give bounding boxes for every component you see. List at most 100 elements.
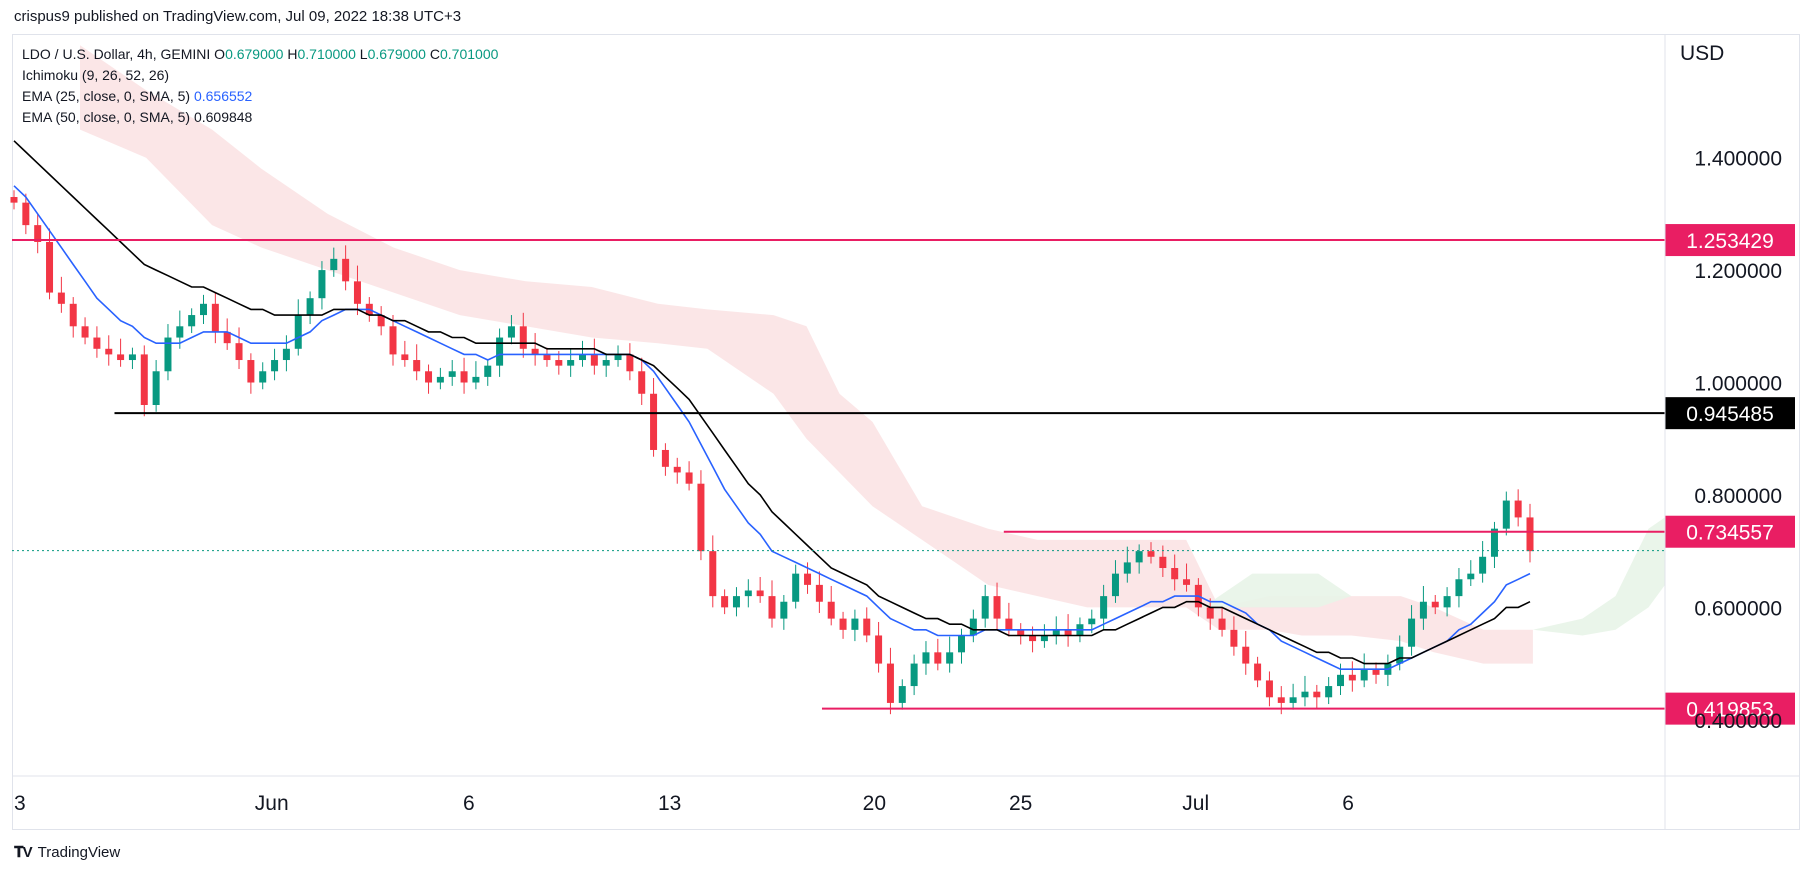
candle-body: [555, 360, 563, 366]
candle-body: [981, 596, 989, 619]
candle-body: [1455, 579, 1463, 597]
tradingview-brand[interactable]: 𝐓V TradingView: [14, 844, 120, 861]
ema50-label: EMA (50, close, 0, SMA, 5): [22, 109, 191, 125]
candlesticks: [10, 190, 1534, 715]
axes: 1.400000 1.200000 1.000000 0.800000 0.600000…: [12, 34, 1800, 830]
candle-body: [1206, 607, 1214, 619]
candle-body: [1526, 517, 1534, 552]
candle-body: [164, 337, 172, 372]
published-caption: crispus9 published on TradingView.com, J…: [14, 8, 462, 25]
candle-body: [10, 197, 18, 203]
candle-body: [1064, 629, 1072, 636]
candle-body: [1360, 669, 1368, 681]
ichimoku-cloud-bearish: [80, 45, 1533, 664]
legend-ema25[interactable]: EMA (25, close, 0, SMA, 5) 0.656552: [22, 86, 498, 107]
candle-body: [1242, 646, 1250, 664]
candle-body: [1123, 562, 1131, 574]
candle-body: [1479, 556, 1487, 574]
candle-body: [235, 343, 243, 361]
candle-body: [567, 360, 575, 366]
candle-body: [223, 331, 231, 344]
candle-body: [81, 326, 89, 338]
candle-body: [1135, 551, 1143, 563]
candle-body: [22, 202, 30, 226]
candle-body: [886, 663, 894, 703]
candle-body: [1419, 601, 1427, 619]
candle-body: [1408, 618, 1416, 647]
candle-body: [993, 596, 1001, 619]
legend-open-label: O: [214, 46, 226, 62]
candle-body: [815, 584, 823, 602]
candle-body: [294, 315, 302, 349]
candle-body: [1467, 573, 1475, 580]
chart-frame[interactable]: [12, 34, 1800, 830]
legend-ichimoku[interactable]: Ichimoku (9, 26, 52, 26): [22, 65, 498, 86]
legend-close: 0.701000: [440, 46, 499, 62]
candle-body: [1254, 663, 1262, 681]
candle-body: [946, 652, 954, 664]
candle-body: [282, 348, 290, 361]
candle-body: [1514, 500, 1522, 518]
candle-body: [519, 326, 527, 349]
candle-body: [934, 652, 942, 664]
ichimoku-cloud-bullish: [1202, 517, 1665, 636]
ema-lines: [13, 140, 1531, 670]
candle-body: [638, 371, 646, 394]
legend-ema50[interactable]: EMA (50, close, 0, SMA, 5) 0.609848: [22, 107, 498, 128]
candle-body: [200, 303, 207, 316]
candle-body: [1005, 618, 1013, 630]
candle-body: [1265, 680, 1273, 698]
candle-body: [188, 315, 196, 327]
candle-body: [910, 663, 918, 687]
candle-body: [697, 483, 705, 552]
candle-body: [247, 360, 255, 383]
candle-body: [484, 365, 492, 377]
currency-label[interactable]: USD: [1680, 42, 1725, 65]
candle-body: [1218, 618, 1226, 630]
level-price-tag: [1665, 515, 1795, 548]
tradingview-logo-icon: 𝐓V: [14, 844, 33, 861]
ema25-label: EMA (25, close, 0, SMA, 5): [22, 88, 191, 104]
candle-body: [353, 281, 361, 304]
candle-body: [863, 618, 871, 636]
level-price-label: 1.253429: [1686, 230, 1774, 253]
candle-body: [1088, 618, 1096, 625]
candle-body: [401, 354, 409, 361]
candle-body: [342, 258, 350, 282]
ema50-line: [13, 140, 1531, 665]
candle-body: [1490, 528, 1498, 557]
level-price-tag: [1665, 692, 1795, 725]
candle-body: [1372, 669, 1380, 675]
candle-body: [1111, 573, 1119, 597]
candle-body: [590, 354, 598, 366]
candle-body: [1017, 629, 1025, 636]
y-tick-label: 1.200000: [1694, 260, 1782, 283]
candle-body: [425, 371, 433, 383]
x-tick-label: 25: [1009, 792, 1032, 815]
ichimoku-cloud: [80, 45, 1665, 664]
y-tick-label: 0.400000: [1694, 710, 1782, 733]
candle-body: [1159, 556, 1167, 569]
candle-body: [1230, 629, 1238, 647]
legend-low-label: L: [359, 46, 368, 62]
candle-body: [780, 601, 788, 619]
horizontal-levels[interactable]: 1.253429 0.945485 0.734557 0.419853: [12, 224, 1795, 725]
candle-body: [472, 376, 480, 383]
legend-symbol-row[interactable]: LDO / U.S. Dollar, 4h, GEMINI O0.679000 …: [22, 44, 498, 65]
legend-close-label: C: [429, 46, 440, 62]
candle-body: [436, 376, 444, 383]
candle-body: [259, 371, 267, 383]
level-price-label: 0.734557: [1686, 522, 1774, 545]
legend-high-label: H: [287, 46, 298, 62]
x-tick-label: 20: [863, 792, 886, 815]
candle-body: [543, 354, 551, 361]
candle-body: [93, 337, 101, 349]
candle-body: [413, 360, 421, 372]
candle-body: [614, 354, 622, 361]
candle-body: [531, 348, 539, 355]
candle-body: [709, 551, 717, 597]
x-tick-label: 6: [463, 792, 475, 815]
legend-high: 0.710000: [297, 46, 356, 62]
candle-body: [756, 590, 764, 597]
